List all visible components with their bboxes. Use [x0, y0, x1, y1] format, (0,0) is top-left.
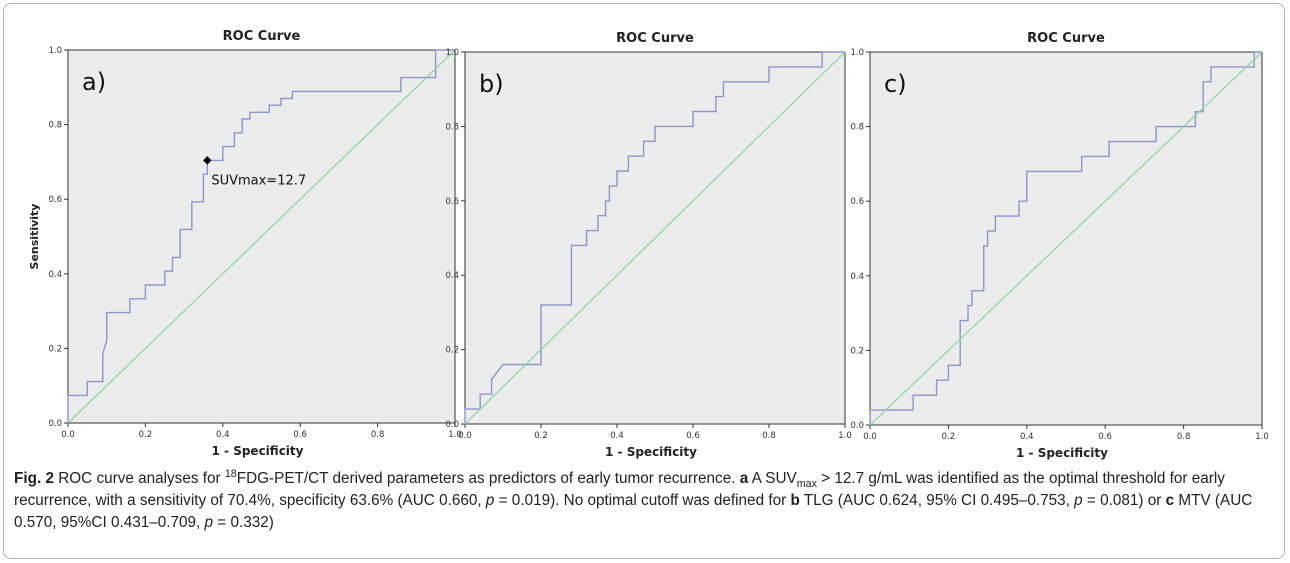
caption-sup-18: 18 [224, 467, 237, 480]
caption-label: Fig. 2 [14, 470, 54, 487]
x-tick-label-a-3: 0.6 [293, 430, 307, 440]
caption-panel-a: a [739, 470, 749, 487]
caption-p-3: p [204, 514, 214, 531]
x-tick-label-b-0: 0.0 [458, 431, 472, 441]
x-tick-label-c-1: 0.2 [942, 432, 956, 442]
y-tick-label-b-5: 1.0 [445, 48, 459, 58]
roc-curve-c [869, 51, 1262, 425]
x-tick-label-b-1: 0.2 [534, 431, 548, 441]
x-tick-label-b-5: 1.0 [838, 431, 852, 441]
chart-title-b: ROC Curve [616, 31, 694, 46]
y-tick-label-a-5: 1.0 [48, 46, 62, 56]
reference-line-b [464, 51, 846, 425]
caption-text-8: MTV (AUC 0.570, 95%CI 0.431–0.709, [14, 492, 1253, 531]
y-tick-label-a-0: 0.0 [48, 419, 62, 429]
y-tick-label-c-5: 1.0 [850, 48, 864, 58]
y-tick-label-b-3: 0.6 [445, 197, 459, 207]
chart-panel-c: ROC Curve c) 0.0 0.2 0.4 0.6 0.8 1.0 0.0 0.2 0.4 0.… [850, 31, 1268, 460]
chart-title-a: ROC Curve [223, 29, 301, 44]
x-tick-label-c-4: 0.8 [1177, 432, 1191, 442]
y-tick-label-b-4: 0.8 [445, 122, 459, 132]
y-tick-label-c-0: 0.0 [850, 421, 864, 431]
x-tick-label-a-1: 0.2 [139, 430, 153, 440]
x-tick-label-a-5: 1.0 [448, 430, 462, 440]
caption-panel-c: c [1165, 492, 1175, 509]
caption-p-2: p [1074, 492, 1083, 509]
caption-text-2: FDG-PET/CT derived parameters as predict… [236, 470, 740, 487]
panel-label-a: a) [82, 68, 106, 96]
x-axis-label-a: 1 - Specificity [212, 444, 304, 458]
figure-caption: Fig. 2 ROC curve analyses for 18FDG-PET/… [14, 468, 1276, 534]
x-tick-label-a-0: 0.0 [61, 430, 75, 440]
x-tick-label-c-2: 0.4 [1020, 432, 1034, 442]
x-tick-label-a-4: 0.8 [371, 430, 385, 440]
caption-text-1: ROC curve analyses for [53, 470, 225, 487]
caption-text-5: = 0.019). No optimal cutoff was defined … [494, 492, 791, 509]
optimal-point-label: SUVmax=12.7 [211, 173, 306, 188]
reference-line-a [67, 49, 456, 424]
y-axis-label-a: Sensitivity [28, 204, 41, 270]
y-tick-label-c-4: 0.8 [850, 123, 864, 133]
y-tick-label-c-1: 0.2 [850, 346, 864, 356]
caption-sub-max: max [796, 478, 817, 491]
x-tick-label-b-2: 0.4 [610, 431, 624, 441]
y-tick-label-a-1: 0.2 [48, 344, 62, 354]
roc-curve-b [464, 51, 845, 424]
y-tick-label-b-1: 0.2 [445, 346, 459, 356]
caption-panel-b: b [790, 492, 800, 509]
caption-text-7: = 0.081) or [1082, 492, 1166, 509]
x-tick-label-b-4: 0.8 [762, 431, 776, 441]
optimal-point-marker [203, 156, 212, 165]
x-tick-label-a-2: 0.4 [216, 430, 230, 440]
x-axis-label-b: 1 - Specificity [605, 445, 697, 459]
reference-line-c [869, 51, 1263, 426]
y-tick-label-b-0: 0.0 [445, 420, 459, 430]
y-tick-label-c-3: 0.6 [850, 197, 864, 207]
x-tick-label-c-3: 0.6 [1098, 432, 1112, 442]
caption-text-6: TLG (AUC 0.624, 95% CI 0.495–0.753, [799, 492, 1075, 509]
roc-curve-a [67, 49, 455, 423]
x-axis-label-c: 1 - Specificity [1016, 446, 1108, 460]
y-tick-label-b-2: 0.4 [445, 271, 459, 281]
y-tick-label-a-2: 0.4 [48, 270, 62, 280]
x-tick-label-b-3: 0.6 [686, 431, 700, 441]
chart-title-c: ROC Curve [1027, 31, 1105, 46]
caption-text-4: > 12.7 g/mL was identified as the optima… [14, 470, 1225, 509]
x-tick-label-c-0: 0.0 [863, 432, 877, 442]
caption-text-9: = 0.332) [213, 514, 274, 531]
x-tick-label-c-5: 1.0 [1255, 432, 1269, 442]
caption-text-3: A SUV [748, 470, 797, 487]
panel-label-c: c) [884, 70, 907, 98]
y-tick-label-a-3: 0.6 [48, 195, 62, 205]
panel-label-b: b) [479, 70, 504, 98]
y-tick-label-a-4: 0.8 [48, 121, 62, 131]
caption-p-1: p [485, 492, 495, 509]
y-tick-label-c-2: 0.4 [850, 272, 864, 282]
